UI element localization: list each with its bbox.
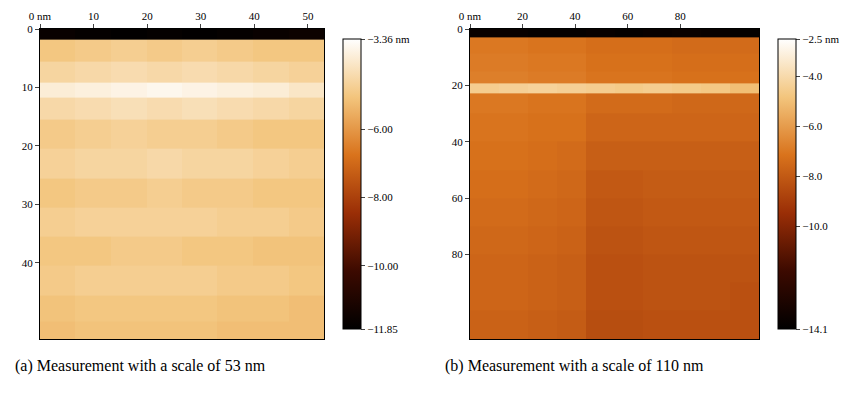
svg-text:−6.00: −6.00 (367, 123, 393, 135)
html-text:(a) Measurement with a scale o: (a) Measurement with a scale of 53 nm (15, 357, 266, 374)
svg-text:−2.5 nm: −2.5 nm (802, 33, 839, 45)
svg-text:0: 0 (27, 23, 33, 35)
svg-text:10: 10 (88, 10, 100, 22)
svg-text:40: 40 (249, 10, 261, 22)
svg-text:20: 20 (22, 140, 34, 152)
svg-text:−11.85: −11.85 (367, 323, 398, 335)
svg-text:20: 20 (452, 79, 464, 91)
svg-text:60: 60 (452, 192, 464, 204)
svg-text:−6.0: −6.0 (802, 120, 822, 132)
svg-text:−8.00: −8.00 (367, 191, 393, 203)
svg-text:20: 20 (142, 10, 154, 22)
svg-text:−8.0: −8.0 (802, 170, 822, 182)
svg-text:−14.1: −14.1 (802, 323, 827, 335)
svg-text:40: 40 (22, 257, 34, 269)
svg-text:30: 30 (22, 198, 34, 210)
svg-text:−4.0: −4.0 (802, 70, 822, 82)
svg-text:−10.00: −10.00 (367, 260, 398, 272)
svg-text:40: 40 (570, 10, 582, 22)
html-text:(b) Measurement with a scale o: (b) Measurement with a scale of 110 nm (445, 357, 704, 374)
svg-text:80: 80 (675, 10, 687, 22)
svg-text:50: 50 (302, 10, 314, 22)
svg-text:30: 30 (195, 10, 207, 22)
svg-text:20: 20 (517, 10, 529, 22)
svg-text:−3.36 nm: −3.36 nm (367, 33, 410, 45)
svg-text:80: 80 (452, 248, 464, 260)
svg-text:−10.0: −10.0 (802, 220, 828, 232)
svg-text:0: 0 (457, 23, 463, 35)
svg-text:0 nm: 0 nm (29, 10, 52, 22)
svg-text:10: 10 (22, 81, 34, 93)
svg-text:0 nm: 0 nm (459, 10, 482, 22)
svg-text:60: 60 (622, 10, 634, 22)
svg-text:40: 40 (452, 136, 464, 148)
